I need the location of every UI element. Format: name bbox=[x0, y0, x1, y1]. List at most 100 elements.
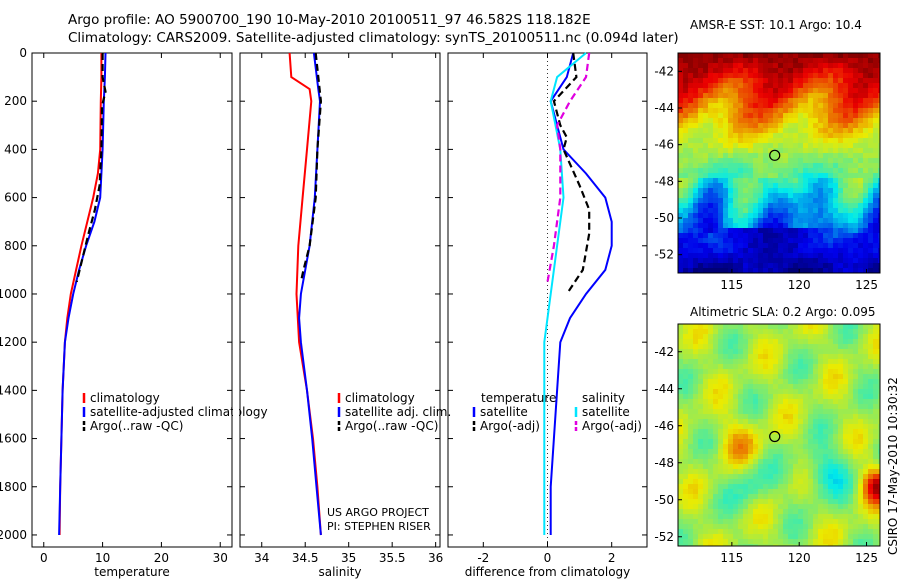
map-cell bbox=[858, 484, 864, 490]
map-cell bbox=[708, 459, 714, 465]
map-cell bbox=[748, 344, 754, 350]
map-cell bbox=[873, 83, 879, 89]
map-cell bbox=[873, 93, 879, 99]
map-cell bbox=[733, 469, 739, 475]
map-cell bbox=[783, 449, 789, 455]
map-cell bbox=[688, 499, 694, 505]
map-cell bbox=[868, 258, 874, 264]
map-cell bbox=[708, 123, 714, 129]
map-cell bbox=[878, 193, 880, 199]
map-cell bbox=[823, 514, 829, 520]
map-cell bbox=[853, 83, 859, 89]
map-cell bbox=[833, 83, 839, 89]
map-cell bbox=[753, 183, 759, 189]
map-cell bbox=[833, 98, 839, 104]
map-cell bbox=[873, 58, 879, 64]
legend-label: satellite adj. clim. bbox=[345, 405, 451, 419]
map-cell bbox=[843, 173, 849, 179]
map-cell bbox=[853, 339, 859, 345]
map-cell bbox=[708, 83, 714, 89]
map-cell bbox=[813, 514, 819, 520]
map-cell bbox=[748, 394, 754, 400]
map-cell bbox=[708, 509, 714, 515]
map-cell bbox=[808, 168, 814, 174]
map-cell bbox=[758, 444, 764, 450]
map-cell bbox=[693, 198, 699, 204]
map-cell bbox=[738, 424, 744, 430]
map-cell bbox=[828, 539, 834, 545]
map-cell bbox=[848, 268, 854, 273]
map-cell bbox=[768, 399, 774, 405]
map-cell bbox=[878, 439, 880, 445]
map-cell bbox=[733, 178, 739, 184]
map-cell bbox=[818, 213, 824, 219]
map-cell bbox=[813, 228, 819, 234]
map-cell bbox=[828, 233, 834, 239]
map-cell bbox=[788, 203, 794, 209]
map-cell bbox=[703, 489, 709, 495]
map-cell bbox=[688, 399, 694, 405]
map-cell bbox=[693, 213, 699, 219]
map-cell bbox=[828, 409, 834, 415]
map-cell bbox=[708, 188, 714, 194]
map-cell bbox=[858, 68, 864, 74]
map-cell bbox=[843, 399, 849, 405]
map-cell bbox=[743, 514, 749, 520]
map-cell bbox=[703, 419, 709, 425]
map-cell bbox=[873, 248, 879, 254]
map-cell bbox=[878, 394, 880, 400]
map-cell bbox=[803, 404, 809, 410]
map-cell bbox=[758, 474, 764, 480]
map-cell bbox=[798, 359, 804, 365]
map-cell bbox=[828, 369, 834, 375]
map-cell bbox=[688, 203, 694, 209]
map-cell bbox=[698, 434, 704, 440]
map-cell bbox=[718, 218, 724, 224]
map-cell bbox=[838, 243, 844, 249]
map-cell bbox=[818, 444, 824, 450]
map-cell bbox=[743, 359, 749, 365]
map-cell bbox=[838, 524, 844, 530]
map-cell bbox=[748, 183, 754, 189]
map-cell bbox=[758, 479, 764, 485]
map-cell bbox=[748, 379, 754, 385]
map-cell bbox=[858, 123, 864, 129]
map-cell bbox=[683, 173, 689, 179]
map-cell bbox=[678, 474, 684, 480]
map-cell bbox=[723, 439, 729, 445]
map-cell bbox=[713, 539, 719, 545]
map-cell bbox=[753, 424, 759, 430]
map-cell bbox=[798, 138, 804, 144]
map-cell bbox=[733, 489, 739, 495]
map-cell bbox=[718, 504, 724, 510]
map-cell bbox=[873, 263, 879, 269]
map-cell bbox=[703, 163, 709, 169]
map-cell bbox=[733, 419, 739, 425]
map-cell bbox=[728, 354, 734, 360]
map-cell bbox=[708, 218, 714, 224]
map-cell bbox=[708, 369, 714, 375]
map-cell bbox=[763, 439, 769, 445]
map-cell bbox=[793, 384, 799, 390]
map-cell bbox=[793, 454, 799, 460]
map-cell bbox=[693, 469, 699, 475]
map-cell bbox=[823, 128, 829, 134]
map-cell bbox=[798, 444, 804, 450]
map-cell bbox=[788, 93, 794, 99]
map-cell bbox=[728, 123, 734, 129]
map-cell bbox=[678, 494, 684, 500]
map-cell bbox=[783, 53, 789, 59]
map-cell bbox=[743, 414, 749, 420]
map-cell bbox=[753, 394, 759, 400]
map-cell bbox=[858, 93, 864, 99]
map-cell bbox=[798, 414, 804, 420]
map-cell bbox=[703, 459, 709, 465]
map-cell bbox=[703, 474, 709, 480]
map-cell bbox=[758, 404, 764, 410]
map-cell bbox=[833, 444, 839, 450]
map-cell bbox=[858, 173, 864, 179]
map-cell bbox=[783, 268, 789, 273]
plot-frame bbox=[447, 52, 648, 548]
map-cell bbox=[768, 223, 774, 229]
map-cell bbox=[868, 228, 874, 234]
